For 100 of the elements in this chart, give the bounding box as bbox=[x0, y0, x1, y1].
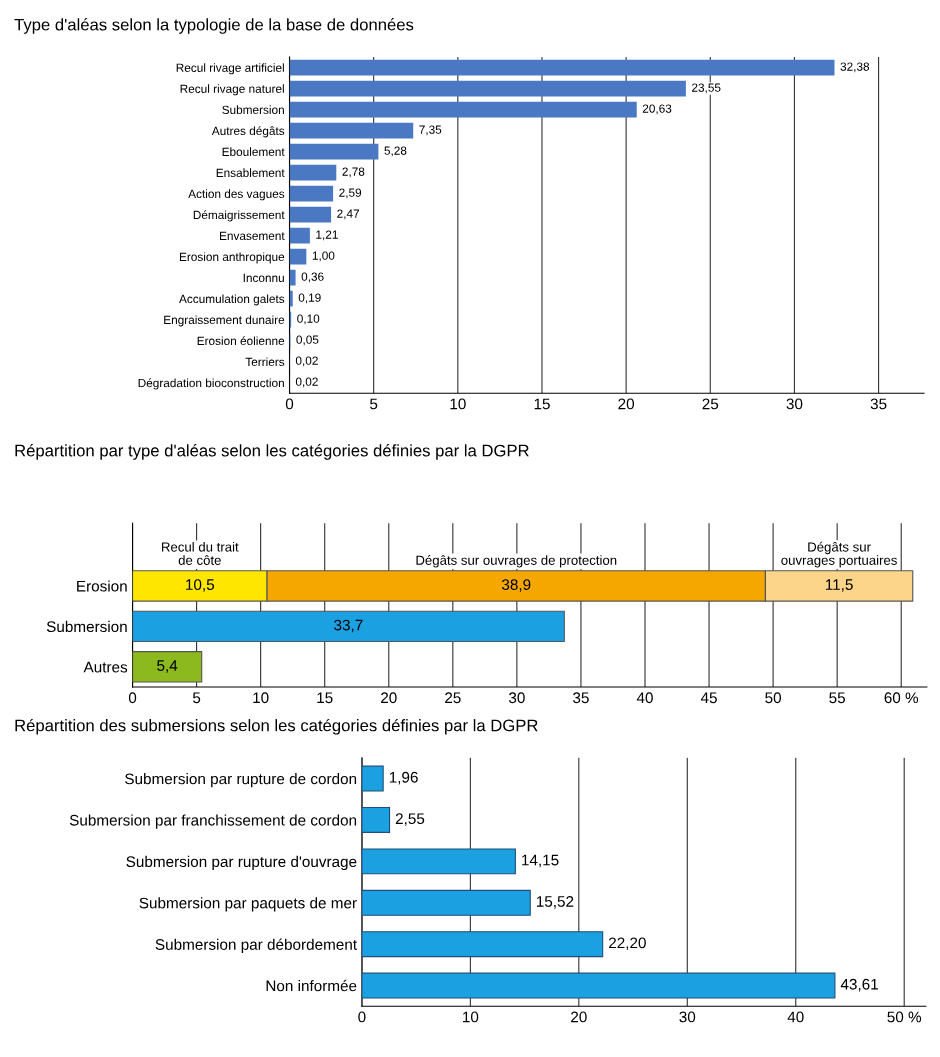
bar bbox=[361, 972, 836, 999]
bar bbox=[289, 206, 332, 223]
data-label: 2,55 bbox=[395, 813, 425, 826]
y-tick-label: Recul rivage artificiel bbox=[176, 63, 284, 75]
x-tick-label: 0 bbox=[358, 1011, 366, 1023]
x-tick-label: 50 bbox=[765, 692, 781, 704]
y-tick-label: Submersion par débordement bbox=[155, 938, 357, 953]
data-label: 10,5 bbox=[186, 579, 215, 592]
x-tick-label: 10 bbox=[450, 398, 466, 410]
data-label: 5,4 bbox=[157, 660, 178, 673]
data-label: 0,19 bbox=[298, 293, 321, 304]
data-label: 2,78 bbox=[342, 167, 365, 178]
y-tick-label: Erosion éolienne bbox=[197, 336, 285, 346]
bar bbox=[289, 101, 637, 118]
x-tick-label: 30 bbox=[786, 398, 803, 410]
data-label: 5,28 bbox=[384, 146, 407, 157]
bar bbox=[289, 164, 337, 181]
x-tick-label: 10 bbox=[253, 692, 269, 704]
y-tick-label: Engraissement dunaire bbox=[164, 315, 285, 327]
x-tick-label: 25 bbox=[445, 692, 461, 704]
x-tick-label: 0 bbox=[128, 692, 137, 704]
data-label: 32,38 bbox=[840, 62, 870, 73]
data-label: 15,52 bbox=[536, 896, 574, 909]
x-tick-label: 55 bbox=[829, 692, 846, 704]
x-tick-label: 15 bbox=[317, 692, 333, 704]
y-tick-label: Autres dégâts bbox=[211, 126, 285, 138]
series-label: Dégâts sur ouvrages de protection bbox=[416, 555, 617, 568]
bar bbox=[361, 806, 391, 833]
y-tick-label: Accumulation galets bbox=[179, 294, 285, 306]
x-tick-label: 45 bbox=[700, 692, 717, 704]
y-tick-label: Autres bbox=[83, 661, 128, 673]
bar bbox=[361, 848, 516, 875]
x-tick-label: 20 bbox=[618, 398, 635, 410]
y-tick-label: Submersion par franchissement de cordon bbox=[69, 814, 357, 829]
bar bbox=[361, 765, 384, 792]
bar bbox=[289, 269, 296, 286]
bar bbox=[289, 59, 835, 76]
y-tick-label: Submersion par rupture d'ouvrage bbox=[126, 855, 357, 871]
data-label: 1,00 bbox=[312, 251, 335, 262]
data-label: 1,21 bbox=[316, 230, 338, 241]
data-label: 0,05 bbox=[296, 335, 319, 346]
data-label: 38,9 bbox=[501, 579, 531, 592]
bar bbox=[361, 931, 604, 958]
y-tick-label: Submersion bbox=[46, 620, 127, 633]
data-label: 2,47 bbox=[337, 209, 360, 220]
data-label: 43,61 bbox=[840, 978, 878, 992]
chart-title: Type d'aléas selon la typologie de la base de données bbox=[14, 18, 414, 34]
bar bbox=[289, 80, 686, 97]
chart-title: Répartition par type d'aléas selon les catégories définies par la DGPR bbox=[15, 444, 529, 460]
y-tick-label: Erosion bbox=[77, 580, 127, 592]
data-label: 2,59 bbox=[339, 188, 362, 199]
series-label: Recul du trait de côte bbox=[162, 541, 239, 565]
data-label: 20,63 bbox=[642, 104, 672, 115]
y-tick-label: Submersion par rupture de cordon bbox=[125, 773, 357, 788]
x-tick-label: 5 bbox=[192, 692, 201, 704]
data-label: 33,7 bbox=[334, 619, 363, 633]
y-tick-label: Inconnu bbox=[243, 273, 284, 283]
y-tick-label: Terriers bbox=[245, 357, 285, 367]
y-tick-label: Non informée bbox=[266, 979, 357, 992]
data-label: 1,96 bbox=[389, 771, 418, 785]
bar bbox=[289, 122, 414, 139]
x-tick-label: 0 bbox=[285, 398, 294, 410]
chart-title: Répartition des submersions selon les catégories définies par la DGPR bbox=[15, 718, 538, 735]
y-tick-label: Démaigrissement bbox=[193, 210, 285, 222]
bar bbox=[289, 290, 293, 307]
data-label: 22,20 bbox=[609, 937, 646, 951]
y-tick-label: Ensablement bbox=[216, 168, 285, 178]
x-tick-label: 35 bbox=[573, 692, 589, 704]
series-label: Dégâts sur ouvrages portuaires bbox=[781, 541, 897, 568]
bar bbox=[289, 143, 379, 160]
data-label: 0,10 bbox=[297, 314, 320, 325]
x-tick-label: 20 bbox=[571, 1011, 587, 1023]
data-label: 7,35 bbox=[419, 125, 442, 136]
bar bbox=[289, 227, 310, 244]
x-tick-label: 20 bbox=[381, 692, 397, 704]
data-label: 0,36 bbox=[301, 272, 324, 283]
x-tick-label: 15 bbox=[534, 398, 550, 410]
data-label: 23,55 bbox=[692, 83, 721, 94]
bar bbox=[361, 889, 531, 916]
x-tick-label: 60 % bbox=[884, 692, 919, 704]
y-tick-label: Submersion par paquets de mer bbox=[139, 897, 357, 912]
x-tick-label: 50 % bbox=[887, 1011, 922, 1023]
y-tick-label: Eboulement bbox=[222, 147, 285, 157]
data-label: 0,02 bbox=[295, 377, 318, 388]
x-tick-label: 40 bbox=[787, 1011, 804, 1023]
y-tick-label: Dégradation bioconstruction bbox=[138, 378, 284, 390]
x-tick-label: 40 bbox=[636, 692, 653, 704]
data-label: 14,15 bbox=[522, 854, 559, 868]
y-tick-label: Action des vagues bbox=[188, 189, 285, 201]
y-tick-label: Submersion bbox=[222, 105, 284, 114]
x-tick-label: 25 bbox=[702, 398, 719, 410]
data-label: 11,5 bbox=[825, 579, 853, 592]
bar bbox=[289, 185, 334, 202]
x-tick-label: 5 bbox=[370, 398, 378, 410]
y-tick-label: Envasement bbox=[220, 231, 285, 241]
y-tick-label: Recul rivage naturel bbox=[180, 84, 284, 96]
x-tick-label: 35 bbox=[870, 398, 887, 410]
x-tick-label: 30 bbox=[679, 1011, 696, 1023]
data-label: 0,02 bbox=[295, 356, 318, 367]
x-tick-label: 30 bbox=[508, 692, 525, 704]
